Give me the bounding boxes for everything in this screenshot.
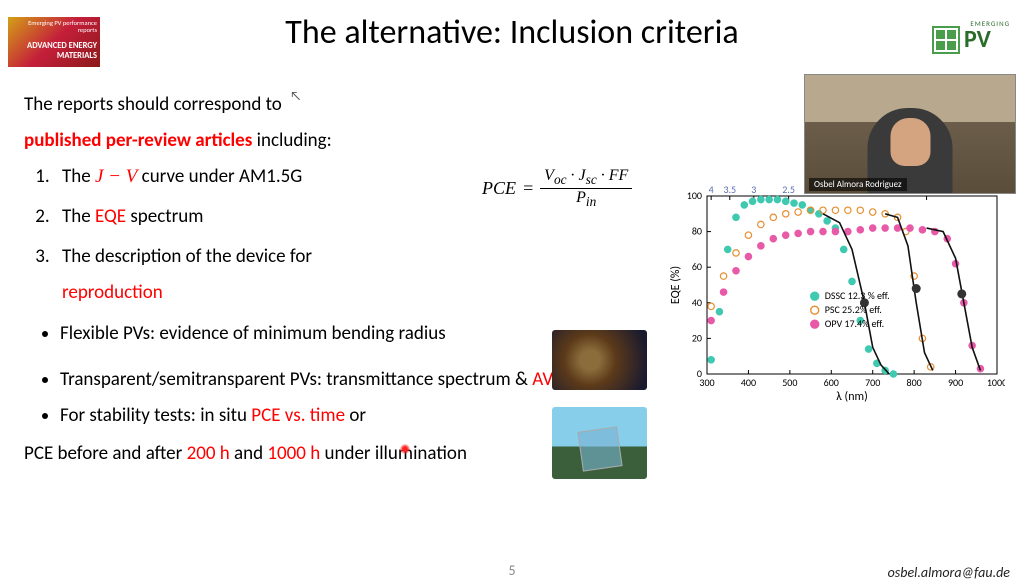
page-number: 5 xyxy=(508,562,515,579)
cursor-icon: ↖ xyxy=(290,89,301,104)
laser-pointer-icon xyxy=(400,444,410,454)
list-item: The description of the device for reprod… xyxy=(54,239,644,311)
svg-text:700: 700 xyxy=(865,376,880,389)
svg-text:1000: 1000 xyxy=(987,376,1005,389)
svg-text:DSSC 12.3 % eff.: DSSC 12.3 % eff. xyxy=(825,289,890,302)
svg-text:2.5: 2.5 xyxy=(782,183,795,196)
svg-text:λ (nm): λ (nm) xyxy=(836,390,867,404)
svg-text:60: 60 xyxy=(692,260,702,273)
svg-text:EQE (%): EQE (%) xyxy=(669,266,683,304)
intro-line-1: The reports should correspond to↖ xyxy=(24,87,644,123)
logo-emerging-pv: EMERGING PV xyxy=(932,17,1012,62)
svg-text:900: 900 xyxy=(948,376,963,389)
svg-text:20: 20 xyxy=(692,331,702,344)
transparent-pv-image xyxy=(552,407,647,479)
presenter-webcam: Osbel Almora Rodriguez xyxy=(804,74,1016,194)
logo-pv-text: PV xyxy=(964,25,991,54)
svg-text:800: 800 xyxy=(907,376,922,389)
logo-aem-top: Emerging PV performance reports xyxy=(11,20,97,34)
pce-formula: PCE= Voc · Jsc · FF Pin xyxy=(482,167,632,210)
svg-text:PSC 25.2% eff.: PSC 25.2% eff. xyxy=(825,303,882,316)
slide-title: The alternative: Inclusion criteria xyxy=(0,12,1024,53)
svg-text:OPV 17.4% eff.: OPV 17.4% eff. xyxy=(825,317,884,330)
contact-email: osbel.almora@fau.de xyxy=(888,564,1010,581)
final-line: PCE before and after 200 h and 1000 h un… xyxy=(24,436,644,472)
svg-text:500: 500 xyxy=(782,376,797,389)
logo-aem-main: ADVANCED ENERGY MATERIALS xyxy=(11,42,97,61)
svg-text:80: 80 xyxy=(692,225,702,238)
logo-aem: Emerging PV performance reports ADVANCED… xyxy=(8,17,100,67)
presenter-name: Osbel Almora Rodriguez xyxy=(809,178,907,191)
svg-text:40: 40 xyxy=(692,296,702,309)
svg-text:400: 400 xyxy=(741,376,756,389)
svg-text:600: 600 xyxy=(824,376,839,389)
svg-text:4: 4 xyxy=(709,183,714,196)
logo-emerging-label: EMERGING xyxy=(970,19,1010,28)
intro-line-2: published per-review articles including: xyxy=(24,123,644,159)
svg-text:100: 100 xyxy=(687,189,702,202)
flexible-pv-image xyxy=(552,330,647,390)
svg-text:3: 3 xyxy=(751,183,756,196)
solar-panel-icon xyxy=(932,26,960,54)
svg-text:0: 0 xyxy=(697,367,702,380)
bullet-list: Flexible PVs: evidence of minimum bendin… xyxy=(24,318,644,433)
svg-text:3.5: 3.5 xyxy=(723,183,736,196)
eqe-chart: 300400500600700800900100002040608010043.… xyxy=(665,182,1005,407)
slide-body: The reports should correspond to↖ publis… xyxy=(24,87,644,473)
